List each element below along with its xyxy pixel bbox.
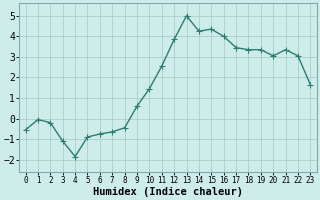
- X-axis label: Humidex (Indice chaleur): Humidex (Indice chaleur): [93, 186, 243, 197]
